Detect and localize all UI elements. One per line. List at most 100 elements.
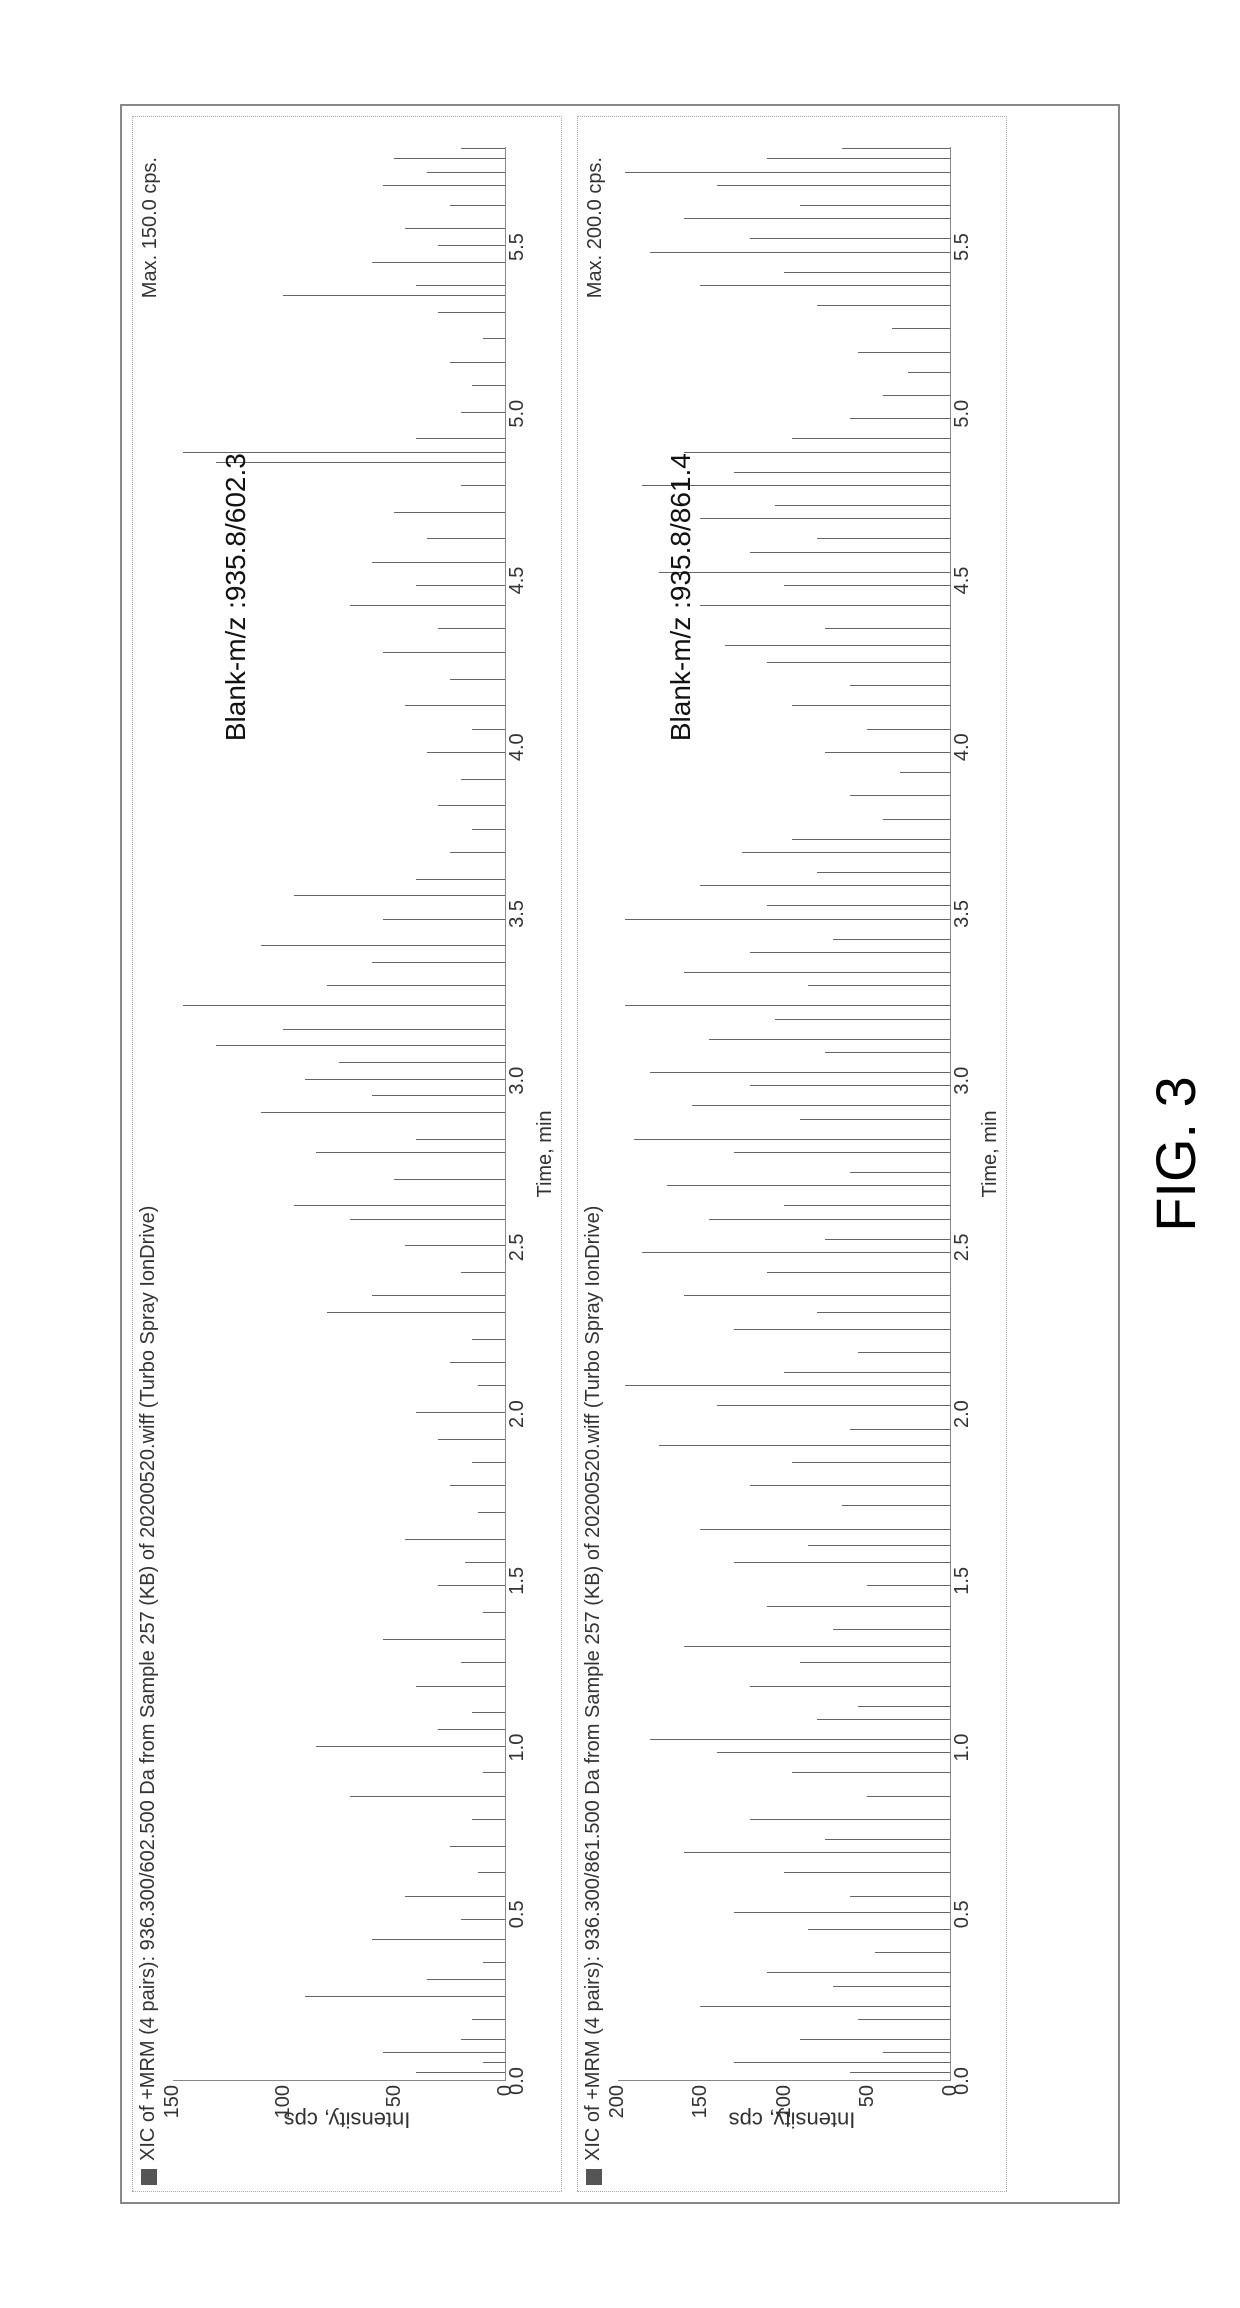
chromatogram-spike — [416, 1412, 505, 1413]
chromatogram-spike — [808, 985, 950, 986]
chromatogram-spike — [339, 1062, 506, 1063]
chromatogram-spike — [817, 1312, 950, 1313]
x-tick-label: 0.0 — [951, 2067, 974, 2095]
chromatogram-spike — [892, 328, 950, 329]
chromatogram-spike — [767, 905, 950, 906]
chromatogram-spike — [659, 572, 950, 573]
chromatogram-spike — [483, 1612, 505, 1613]
chromatogram-spike — [472, 2019, 505, 2020]
chromatogram-spike — [650, 252, 950, 253]
chromatogram-spike — [784, 585, 951, 586]
chromatogram-spike — [372, 1095, 505, 1096]
chromatogram-spike — [427, 752, 505, 753]
panel-2-max-label: Max. 200.0 cps. — [584, 157, 607, 298]
panel-1-header: XIC of +MRM (4 pairs): 936.300/602.500 D… — [133, 117, 164, 2191]
chromatogram-spike — [883, 819, 950, 820]
chromatogram-spike — [842, 148, 950, 149]
chromatogram-spike — [383, 2052, 505, 2053]
chromatogram-spike — [625, 919, 950, 920]
chromatogram-spike — [316, 1746, 505, 1747]
chromatogram-spike — [438, 245, 505, 246]
chromatogram-spike — [750, 1085, 950, 1086]
chromatogram-spike — [461, 1272, 505, 1273]
chromatogram-spike — [372, 262, 505, 263]
chromatogram-spike — [700, 885, 950, 886]
chromatogram-spike — [850, 418, 950, 419]
chromatogram-spike — [383, 1639, 505, 1640]
chromatogram-spike — [283, 295, 505, 296]
chromatogram-spike — [216, 462, 505, 463]
legend-marker-icon — [586, 2169, 602, 2185]
chromatogram-spike — [372, 1295, 505, 1296]
chromatogram-spike — [692, 1105, 950, 1106]
chromatogram-spike — [734, 1562, 950, 1563]
panel-2-header: XIC of +MRM (4 pairs): 936.300/861.500 D… — [578, 117, 609, 2191]
y-tick-label: 100 — [272, 2085, 295, 2129]
panel-2-header-text: XIC of +MRM (4 pairs): 936.300/861.500 D… — [582, 1206, 605, 2161]
legend-marker-icon — [141, 2169, 157, 2185]
annotation-label: Blank-m/z :935.8/602.3 — [220, 453, 252, 741]
chromatogram-spike — [438, 629, 505, 630]
chromatogram-spike — [817, 305, 950, 306]
y-tick-label: 50 — [383, 2085, 406, 2129]
chromatogram-spike — [775, 505, 950, 506]
chromatogram-spike — [817, 1719, 950, 1720]
chromatogram-spike — [416, 1686, 505, 1687]
chromatogram-spike — [383, 919, 505, 920]
chromatogram-spike — [283, 1029, 505, 1030]
x-tick-label: 1.5 — [506, 1567, 529, 1595]
chromatogram-spike — [700, 518, 950, 519]
chromatogram-spike — [327, 1312, 505, 1313]
chromatogram-spike — [908, 372, 950, 373]
x-tick-label: 0.5 — [506, 1900, 529, 1928]
chromatogram-spike — [750, 238, 950, 239]
x-tick-label: 2.5 — [506, 1233, 529, 1261]
chromatogram-spike — [734, 1152, 950, 1153]
chromatogram-spike — [625, 1385, 950, 1386]
chromatogram-spike — [261, 1112, 505, 1113]
chromatogram-spike — [850, 1429, 950, 1430]
chromatogram-spike — [427, 538, 505, 539]
chromatogram-spike — [427, 1979, 505, 1980]
chromatogram-spike — [472, 1819, 505, 1820]
panel-1-max-label: Max. 150.0 cps. — [139, 157, 162, 298]
chromatogram-spike — [372, 962, 505, 963]
chromatogram-spike — [405, 1896, 505, 1897]
chromatogram-spike — [383, 652, 505, 653]
chromatogram-spike — [800, 205, 950, 206]
chromatogram-spike — [717, 1405, 950, 1406]
x-tick-label: 3.5 — [506, 900, 529, 928]
chromatogram-spike — [405, 228, 505, 229]
panel-1-plot-area — [173, 147, 506, 2081]
chromatogram-spike — [450, 1362, 506, 1363]
rotated-page-frame: XIC of +MRM (4 pairs): 936.300/602.500 D… — [0, 594, 1240, 1714]
chromatogram-spike — [650, 1739, 950, 1740]
chromatogram-spike — [372, 562, 505, 563]
chromatogram-spike — [792, 1462, 950, 1463]
chromatogram-panel-1: XIC of +MRM (4 pairs): 936.300/602.500 D… — [132, 116, 562, 2192]
chromatogram-spike — [734, 1329, 950, 1330]
chromatogram-spike — [183, 1005, 505, 1006]
x-tick-label: 4.0 — [506, 733, 529, 761]
chromatogram-spike — [478, 1872, 505, 1873]
chromatogram-spike — [450, 205, 506, 206]
x-tick-label: 4.5 — [951, 567, 974, 595]
panel-1-header-text: XIC of +MRM (4 pairs): 936.300/602.500 D… — [137, 1206, 160, 2161]
chromatogram-spike — [394, 1179, 505, 1180]
chromatogram-spike — [709, 1219, 950, 1220]
chromatogram-spike — [800, 1662, 950, 1663]
chromatogram-spike — [261, 945, 505, 946]
chromatogram-spike — [472, 729, 505, 730]
chromatogram-spike — [717, 185, 950, 186]
chromatogram-spike — [833, 1629, 950, 1630]
chromatogram-spike — [350, 1796, 505, 1797]
chromatogram-spike — [850, 1172, 950, 1173]
chromatogram-spike — [767, 1272, 950, 1273]
chromatogram-spike — [483, 338, 505, 339]
chromatogram-spike — [684, 1646, 950, 1647]
chromatogram-spike — [800, 2039, 950, 2040]
chromatogram-spike — [416, 285, 505, 286]
chromatogram-spike — [294, 895, 505, 896]
chromatogram-spike — [850, 795, 950, 796]
chromatogram-spike — [427, 172, 505, 173]
